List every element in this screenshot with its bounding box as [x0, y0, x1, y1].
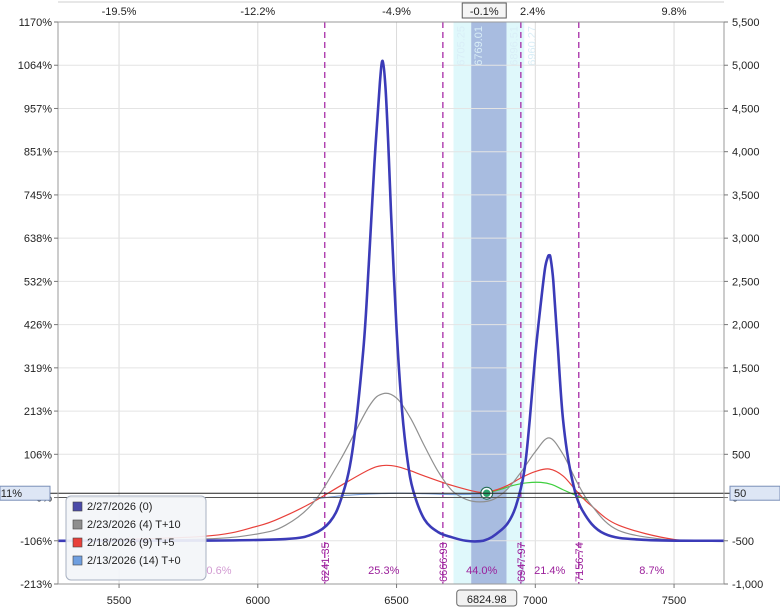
vertical-markers: 6241.35 6666.93 6947.97 7156.74 0.6% 25.3% 44.…: [206, 22, 665, 584]
left-tick-2: 957%: [24, 103, 52, 115]
price-band-2: [506, 22, 525, 584]
zone-prob-3: 21.4%: [534, 565, 565, 577]
left-tick-9: 213%: [24, 406, 52, 418]
right-current-box: [729, 485, 780, 501]
top-tick-5: 9.8%: [662, 6, 687, 18]
left-tick-5: 638%: [24, 233, 52, 245]
x-tick-2: 6500: [384, 595, 408, 607]
top-tick-1: -12.2%: [240, 6, 275, 18]
plot-background: [58, 22, 724, 584]
right-tick-1: 5,000: [732, 60, 760, 72]
right-tick-12: -500: [732, 536, 754, 548]
x-tick-1: 6000: [246, 595, 270, 607]
left-tick-12: -106%: [20, 536, 52, 548]
legend-label-0: 2/27/2026 (0): [87, 501, 152, 513]
price-band-0: [453, 22, 472, 584]
right-tick-13: -1,000: [732, 579, 763, 591]
right-tick-9: 1,000: [732, 406, 760, 418]
vline-label-1: 6666.93: [438, 542, 450, 582]
current-price-box: [456, 589, 518, 607]
right-tick-6: 2,500: [732, 276, 760, 288]
legend-label-3: 2/13/2026 (14) T+0: [87, 555, 181, 567]
x-tick-3: 7000: [523, 595, 547, 607]
left-tick-8: 319%: [24, 363, 52, 375]
legend-swatch-2: [72, 537, 83, 548]
right-tick-10: 500: [732, 449, 750, 461]
legend-swatch-3: [72, 555, 83, 566]
band-label-1: 6769.01: [473, 26, 485, 66]
left-tick-0: 1170%: [19, 17, 53, 29]
left-current-box: [0, 485, 51, 501]
left-tick-7: 426%: [24, 320, 52, 332]
legend-box: [65, 495, 207, 581]
price-bands: 6705.25 6769.01 6896.51 6960.27: [453, 22, 538, 584]
series-line-4: [486, 481, 589, 501]
band-label-2: 6896.51: [509, 26, 521, 66]
right-tick-2: 4,500: [732, 103, 760, 115]
zone-prob-2: 44.0%: [466, 565, 497, 577]
vline-label-0: 6241.35: [320, 542, 332, 582]
right-current-label: 50: [734, 488, 746, 500]
left-tick-13: -213%: [20, 579, 52, 591]
zone-prob-4: 8.7%: [639, 565, 664, 577]
right-tick-5: 3,000: [732, 233, 760, 245]
plot-frame: [57, 21, 725, 585]
zone-prob-1: 25.3%: [368, 565, 399, 577]
current-price-label: 6824.98: [467, 594, 507, 606]
top-tick-2: -4.9%: [382, 6, 411, 18]
left-tick-10: 106%: [24, 449, 52, 461]
top-tick-3: -0.1%: [470, 6, 499, 18]
left-tick-4: 745%: [24, 190, 52, 202]
legend: 2/27/2026 (0) 2/23/2026 (4) T+10 2/18/2026…: [65, 495, 207, 581]
x-tick-4: 7500: [662, 595, 686, 607]
left-tick-3: 851%: [24, 147, 52, 159]
legend-label-1: 2/23/2026 (4) T+10: [87, 519, 181, 531]
band-label-0: 6705.25: [456, 26, 468, 66]
top-current-box: [461, 2, 507, 19]
legend-label-2: 2/18/2026 (9) T+5: [87, 537, 175, 549]
legend-swatch-1: [72, 519, 83, 530]
right-tick-3: 4,000: [732, 147, 760, 159]
right-tick-8: 1,500: [732, 363, 760, 375]
series-line-2: [57, 464, 725, 542]
price-band-1: [471, 22, 507, 584]
zone-prob-0: 0.6%: [206, 565, 231, 577]
left-tick-6: 532%: [24, 276, 52, 288]
band-label-3: 6960.27: [526, 26, 538, 66]
right-tick-4: 3,500: [732, 190, 760, 202]
left-tick-1: 1064%: [18, 60, 52, 72]
left-current-label: 11%: [1, 488, 22, 500]
right-tick-7: 2,000: [732, 320, 760, 332]
x-tick-0: 5500: [107, 595, 131, 607]
legend-swatch-0: [72, 501, 83, 512]
series-line-0: [57, 59, 725, 543]
top-tick-0: -19.5%: [102, 6, 137, 18]
top-tick-4: 2.4%: [520, 6, 545, 18]
right-tick-0: 5,500: [732, 17, 760, 29]
vline-label-2: 6947.97: [516, 542, 528, 582]
vline-label-3: 7156.74: [574, 542, 586, 582]
